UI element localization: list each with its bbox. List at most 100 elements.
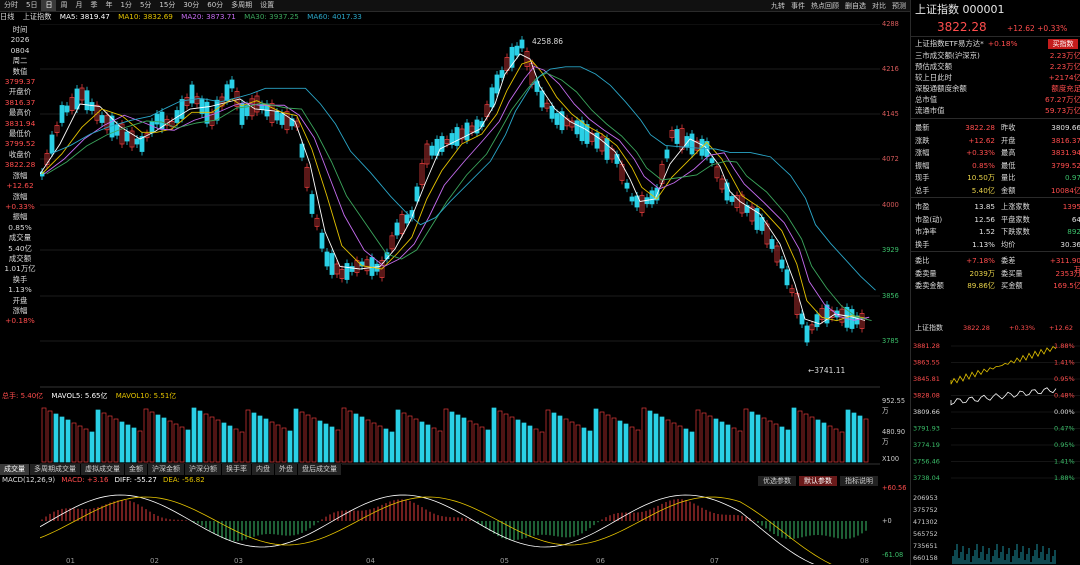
jiuzhuan-button[interactable]: 九转	[771, 1, 785, 10]
optimal-params-button[interactable]: 优选参数	[758, 476, 796, 486]
candle-body	[309, 194, 315, 214]
candle-body	[249, 98, 255, 117]
intraday-mini-chart[interactable]: 上证指数 3822.28 +0.33% +12.62 3881.28 3863.55 384…	[911, 320, 1080, 565]
indicator-help-button[interactable]: 指标说明	[840, 476, 878, 486]
tab-15min[interactable]: 15分	[159, 1, 176, 9]
candle-body	[244, 105, 250, 117]
candle-body	[404, 214, 410, 224]
quote-cell: 最低	[1001, 160, 1016, 170]
volume-bar	[557, 415, 563, 463]
tab-outer[interactable]: 外盘	[275, 464, 298, 475]
info-label: 涨幅	[12, 191, 28, 201]
diff-value: DIFF: -55.27	[114, 476, 157, 484]
volume-bar	[419, 421, 425, 463]
default-params-button[interactable]: 默认参数	[799, 476, 837, 486]
volume-bar	[671, 422, 677, 463]
info-value: 5.40亿	[8, 243, 32, 253]
market-info-row: 流通市值 59.73万亿	[915, 105, 1080, 116]
etf-change: +0.18%	[987, 39, 1018, 48]
tab-hs-amount[interactable]: 沪深金额	[148, 464, 185, 475]
candle-body	[119, 123, 125, 145]
volume-bar	[683, 428, 689, 463]
remove-watchlist-button[interactable]: 删自选	[845, 1, 866, 10]
quote-cell: 3831.94	[1051, 148, 1080, 157]
volume-bar	[641, 407, 647, 463]
info-label: 最低价	[8, 129, 32, 139]
mavol5-label: MAVOL5: 5.65亿	[51, 392, 108, 400]
quote-cell: 涨幅	[915, 148, 930, 157]
candle-body	[74, 88, 80, 110]
tab-after-hours[interactable]: 盘后成交量	[298, 464, 342, 475]
quote-cell: 市盈(动)	[915, 214, 943, 224]
hot-review-button[interactable]: 热点回顾	[811, 1, 839, 10]
quote-cell: 委比	[915, 256, 930, 265]
kline-chart[interactable]: 4258.86 ←3741.11	[40, 24, 880, 564]
tab-day[interactable]: 日	[41, 0, 57, 11]
candle-body	[284, 111, 290, 131]
quote-cell: 892	[1067, 227, 1080, 236]
tab-year[interactable]: 年	[105, 1, 113, 9]
candle-body	[324, 251, 330, 267]
volume-tick: X100	[882, 455, 900, 463]
tab-quarter[interactable]: 季	[90, 1, 98, 9]
volume-bar	[521, 422, 527, 463]
volume-bar	[767, 420, 773, 463]
volume-bar	[629, 426, 635, 463]
volume-bar	[137, 430, 143, 463]
tab-hs-share[interactable]: 沪深分额	[185, 464, 222, 475]
quote-cell: 1.13%	[972, 239, 995, 249]
events-button[interactable]: 事件	[791, 1, 805, 10]
market-info-row: 三市成交额(沪深京) 2.23万亿	[915, 50, 1080, 61]
quote-cell: 最新	[915, 123, 930, 132]
info-value: +0.33%	[5, 201, 35, 211]
info-value: 1.01万亿	[4, 264, 36, 274]
tab-60min[interactable]: 60分	[207, 1, 224, 9]
volume-bar	[815, 419, 821, 463]
tab-1min[interactable]: 1分	[120, 1, 132, 9]
tab-multi-volume[interactable]: 多周期成交量	[30, 464, 81, 475]
volume-bar	[65, 419, 71, 463]
ma-line-1	[41, 60, 867, 322]
tab-intraday[interactable]: 分时	[4, 1, 18, 9]
etf-row[interactable]: 上证指数ETF易方达* +0.18%	[915, 38, 1080, 49]
candle-body	[269, 103, 275, 123]
tab-amount[interactable]: 金额	[125, 464, 148, 475]
buy-index-button[interactable]: 买指数	[1048, 39, 1078, 49]
candle-body	[399, 214, 405, 234]
tab-5min[interactable]: 5分	[139, 1, 152, 9]
ma-line-3	[46, 72, 872, 322]
quote-cell: 1.52	[978, 227, 995, 236]
volume-bar	[617, 420, 623, 463]
candle-body	[274, 111, 280, 121]
period-toolbar: 分时 5日 日 周 月 季 年 1分 5分 15分 30分 60分 多周期 设置…	[0, 0, 910, 12]
volume-bar	[185, 429, 191, 463]
tab-week[interactable]: 周	[60, 1, 68, 9]
ma-legend: 日线 上证指数 MA5: 3819.47 MA10: 3832.69 MA20:…	[0, 12, 900, 23]
date-tick: 04	[366, 557, 375, 565]
tab-multi-period[interactable]: 多周期	[231, 1, 253, 9]
price-change: +12.62 +0.33%	[1007, 24, 1068, 33]
tab-turnover[interactable]: 换手率	[222, 464, 252, 475]
volume-bar	[383, 428, 389, 463]
forecast-button[interactable]: 预测	[892, 1, 906, 10]
volume-bar	[461, 417, 467, 463]
tab-5day[interactable]: 5日	[26, 1, 38, 9]
volume-bar	[479, 426, 485, 463]
candle-body	[59, 105, 65, 123]
tab-month[interactable]: 月	[75, 1, 83, 9]
candle-body	[54, 125, 60, 133]
candle-body	[444, 139, 450, 144]
tab-inner[interactable]: 内盘	[252, 464, 275, 475]
quote-cell: 昨收	[1001, 123, 1016, 132]
tab-volume[interactable]: 成交量	[0, 464, 30, 475]
info-label: 开盘	[12, 295, 28, 305]
low-annotation: ←3741.11	[808, 366, 846, 375]
tab-30min[interactable]: 30分	[183, 1, 200, 9]
tab-virtual-volume[interactable]: 虚拟成交量	[81, 464, 125, 475]
candle-body	[489, 87, 495, 108]
candle-body	[124, 131, 130, 142]
compare-button[interactable]: 对比	[872, 1, 886, 10]
settings-button[interactable]: 设置	[260, 1, 275, 9]
date-tick: 06	[596, 557, 605, 565]
mini-right-tick: 0.47%	[1054, 425, 1075, 433]
